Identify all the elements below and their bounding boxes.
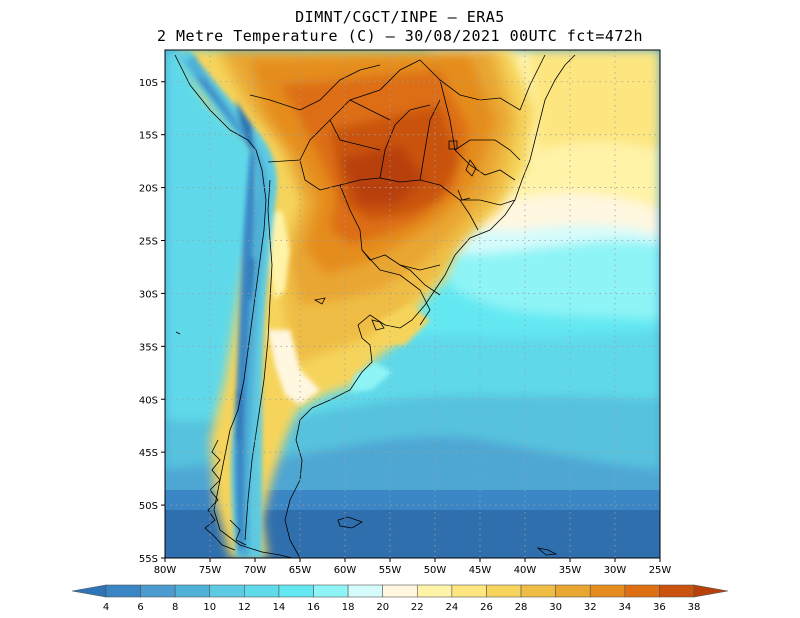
colorbar-swatch xyxy=(624,584,660,598)
colorbar-label: 28 xyxy=(515,602,528,613)
lat-tick-label: 20S xyxy=(139,184,158,195)
map-title-source: DIMNT/CGCT/INPE – ERA5 xyxy=(295,8,505,26)
lat-tick-label: 50S xyxy=(139,501,158,512)
colorbar-label: 14 xyxy=(273,602,286,613)
country-borders xyxy=(174,54,576,558)
colorbar-swatch xyxy=(589,584,626,598)
lon-tick-label: 35W xyxy=(559,565,582,576)
lon-tick-label: 65W xyxy=(289,565,312,576)
colorbar-swatch xyxy=(313,584,349,598)
temperature-field xyxy=(165,50,660,558)
lat-tick-label: 55S xyxy=(139,554,158,565)
colorbar-swatch xyxy=(140,584,176,598)
lat-tick-label: 10S xyxy=(139,78,158,89)
colorbar: 4 6 8 10 12 14 16 18 20 22 24 26 28 30 32 34 36 38 xyxy=(71,584,729,613)
colorbar-swatch xyxy=(209,584,245,598)
colorbar-label: 22 xyxy=(411,602,424,613)
colorbar-swatch xyxy=(416,584,453,598)
lat-tick-label: 25S xyxy=(139,237,158,248)
lon-tick-label: 60W xyxy=(334,565,357,576)
colorbar-label: 16 xyxy=(307,602,320,613)
colorbar-label: 12 xyxy=(238,602,251,613)
lon-tick-label: 30W xyxy=(604,565,627,576)
colorbar-swatch xyxy=(555,584,591,598)
map-frame xyxy=(164,49,661,559)
latitude-axis: 10S 15S 20S 25S 30S 35S 40S 45S 50S 55S xyxy=(139,78,165,565)
lat-tick-label: 15S xyxy=(139,131,158,142)
colorbar-swatch xyxy=(347,584,384,598)
colorbar-high-arrow xyxy=(693,584,729,598)
colorbar-label: 32 xyxy=(584,602,597,613)
colorbar-swatch xyxy=(105,584,141,598)
map-title-variable: 2 Metre Temperature (C) – 30/08/2021 00U… xyxy=(156,27,644,45)
colorbar-swatch xyxy=(278,584,314,598)
lon-tick-label: 75W xyxy=(199,565,222,576)
colorbar-label: 10 xyxy=(203,602,216,613)
lon-tick-label: 45W xyxy=(469,565,492,576)
lon-tick-label: 70W xyxy=(244,565,267,576)
colorbar-swatch xyxy=(382,584,418,598)
longitude-axis: 80W 75W 70W 65W 60W 55W 50W 45W 40W 35W 30W 25W xyxy=(154,558,672,576)
lat-tick-label: 40S xyxy=(139,395,158,406)
colorbar-low-arrow xyxy=(71,584,107,598)
colorbar-label: 8 xyxy=(172,602,178,613)
lat-tick-label: 35S xyxy=(139,342,158,353)
colorbar-swatch xyxy=(520,584,556,598)
colorbar-swatch xyxy=(486,584,522,598)
colorbar-label: 38 xyxy=(688,602,701,613)
colorbar-swatch xyxy=(451,584,487,598)
lon-tick-label: 80W xyxy=(154,565,177,576)
colorbar-label: 18 xyxy=(342,602,355,613)
colorbar-label: 20 xyxy=(376,602,389,613)
colorbar-swatch xyxy=(174,584,211,598)
graticule xyxy=(165,50,660,558)
lon-tick-label: 40W xyxy=(514,565,537,576)
colorbar-label: 26 xyxy=(480,602,493,613)
lat-tick-label: 45S xyxy=(139,448,158,459)
lon-tick-label: 55W xyxy=(379,565,402,576)
lat-tick-label: 30S xyxy=(139,289,158,300)
colorbar-label: 36 xyxy=(653,602,666,613)
colorbar-swatch xyxy=(244,584,280,598)
colorbar-label: 6 xyxy=(137,602,143,613)
colorbar-label: 24 xyxy=(446,602,459,613)
lon-tick-label: 50W xyxy=(424,565,447,576)
colorbar-label: 30 xyxy=(549,602,562,613)
colorbar-label: 4 xyxy=(103,602,109,613)
lon-tick-label: 25W xyxy=(649,565,672,576)
colorbar-label: 34 xyxy=(618,602,631,613)
colorbar-swatch xyxy=(659,584,695,598)
